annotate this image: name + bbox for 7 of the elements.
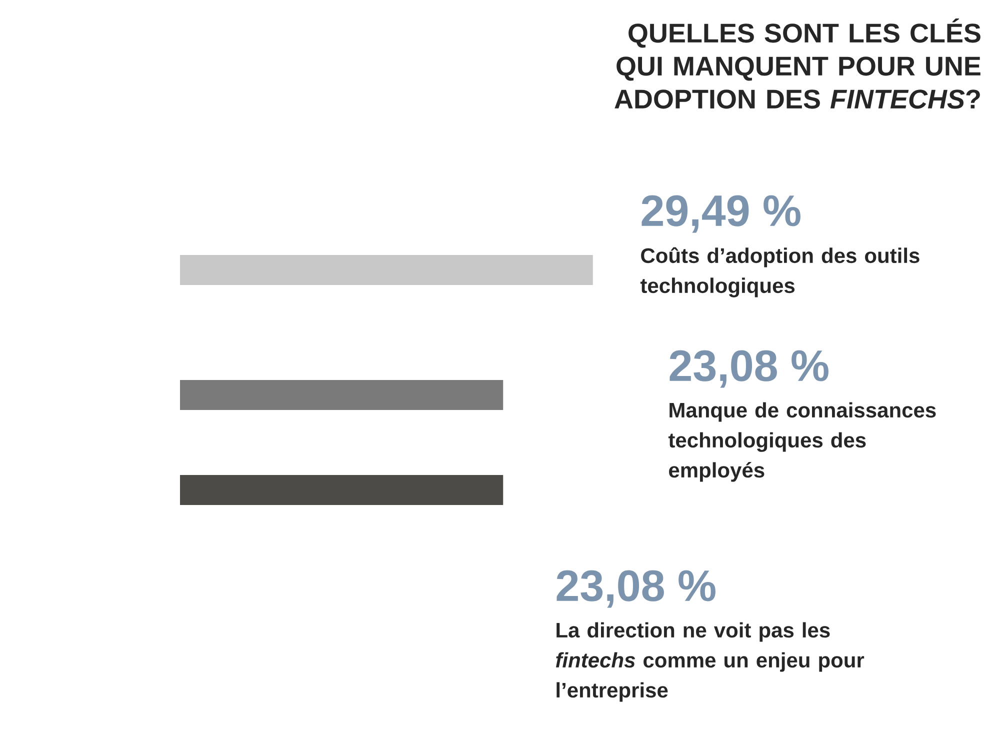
category-label: Coûts d’adoption des outils technologiques	[640, 247, 920, 298]
data-label: 23,08 %	[670, 350, 828, 388]
data-label: 29,49 %	[642, 195, 800, 233]
category-label: Manque de connaissances technologiques des employés	[668, 402, 936, 482]
category-label: La direction ne voit pas les fintechs comme un enjeu pour l’entreprise	[556, 622, 864, 702]
data-label: 23,08 %	[556, 570, 716, 608]
text: QUELLES SONT LES CLÉS QUI MANQUENT POUR UNE ADOPTION DES FINTECHS?	[614, 18, 980, 109]
